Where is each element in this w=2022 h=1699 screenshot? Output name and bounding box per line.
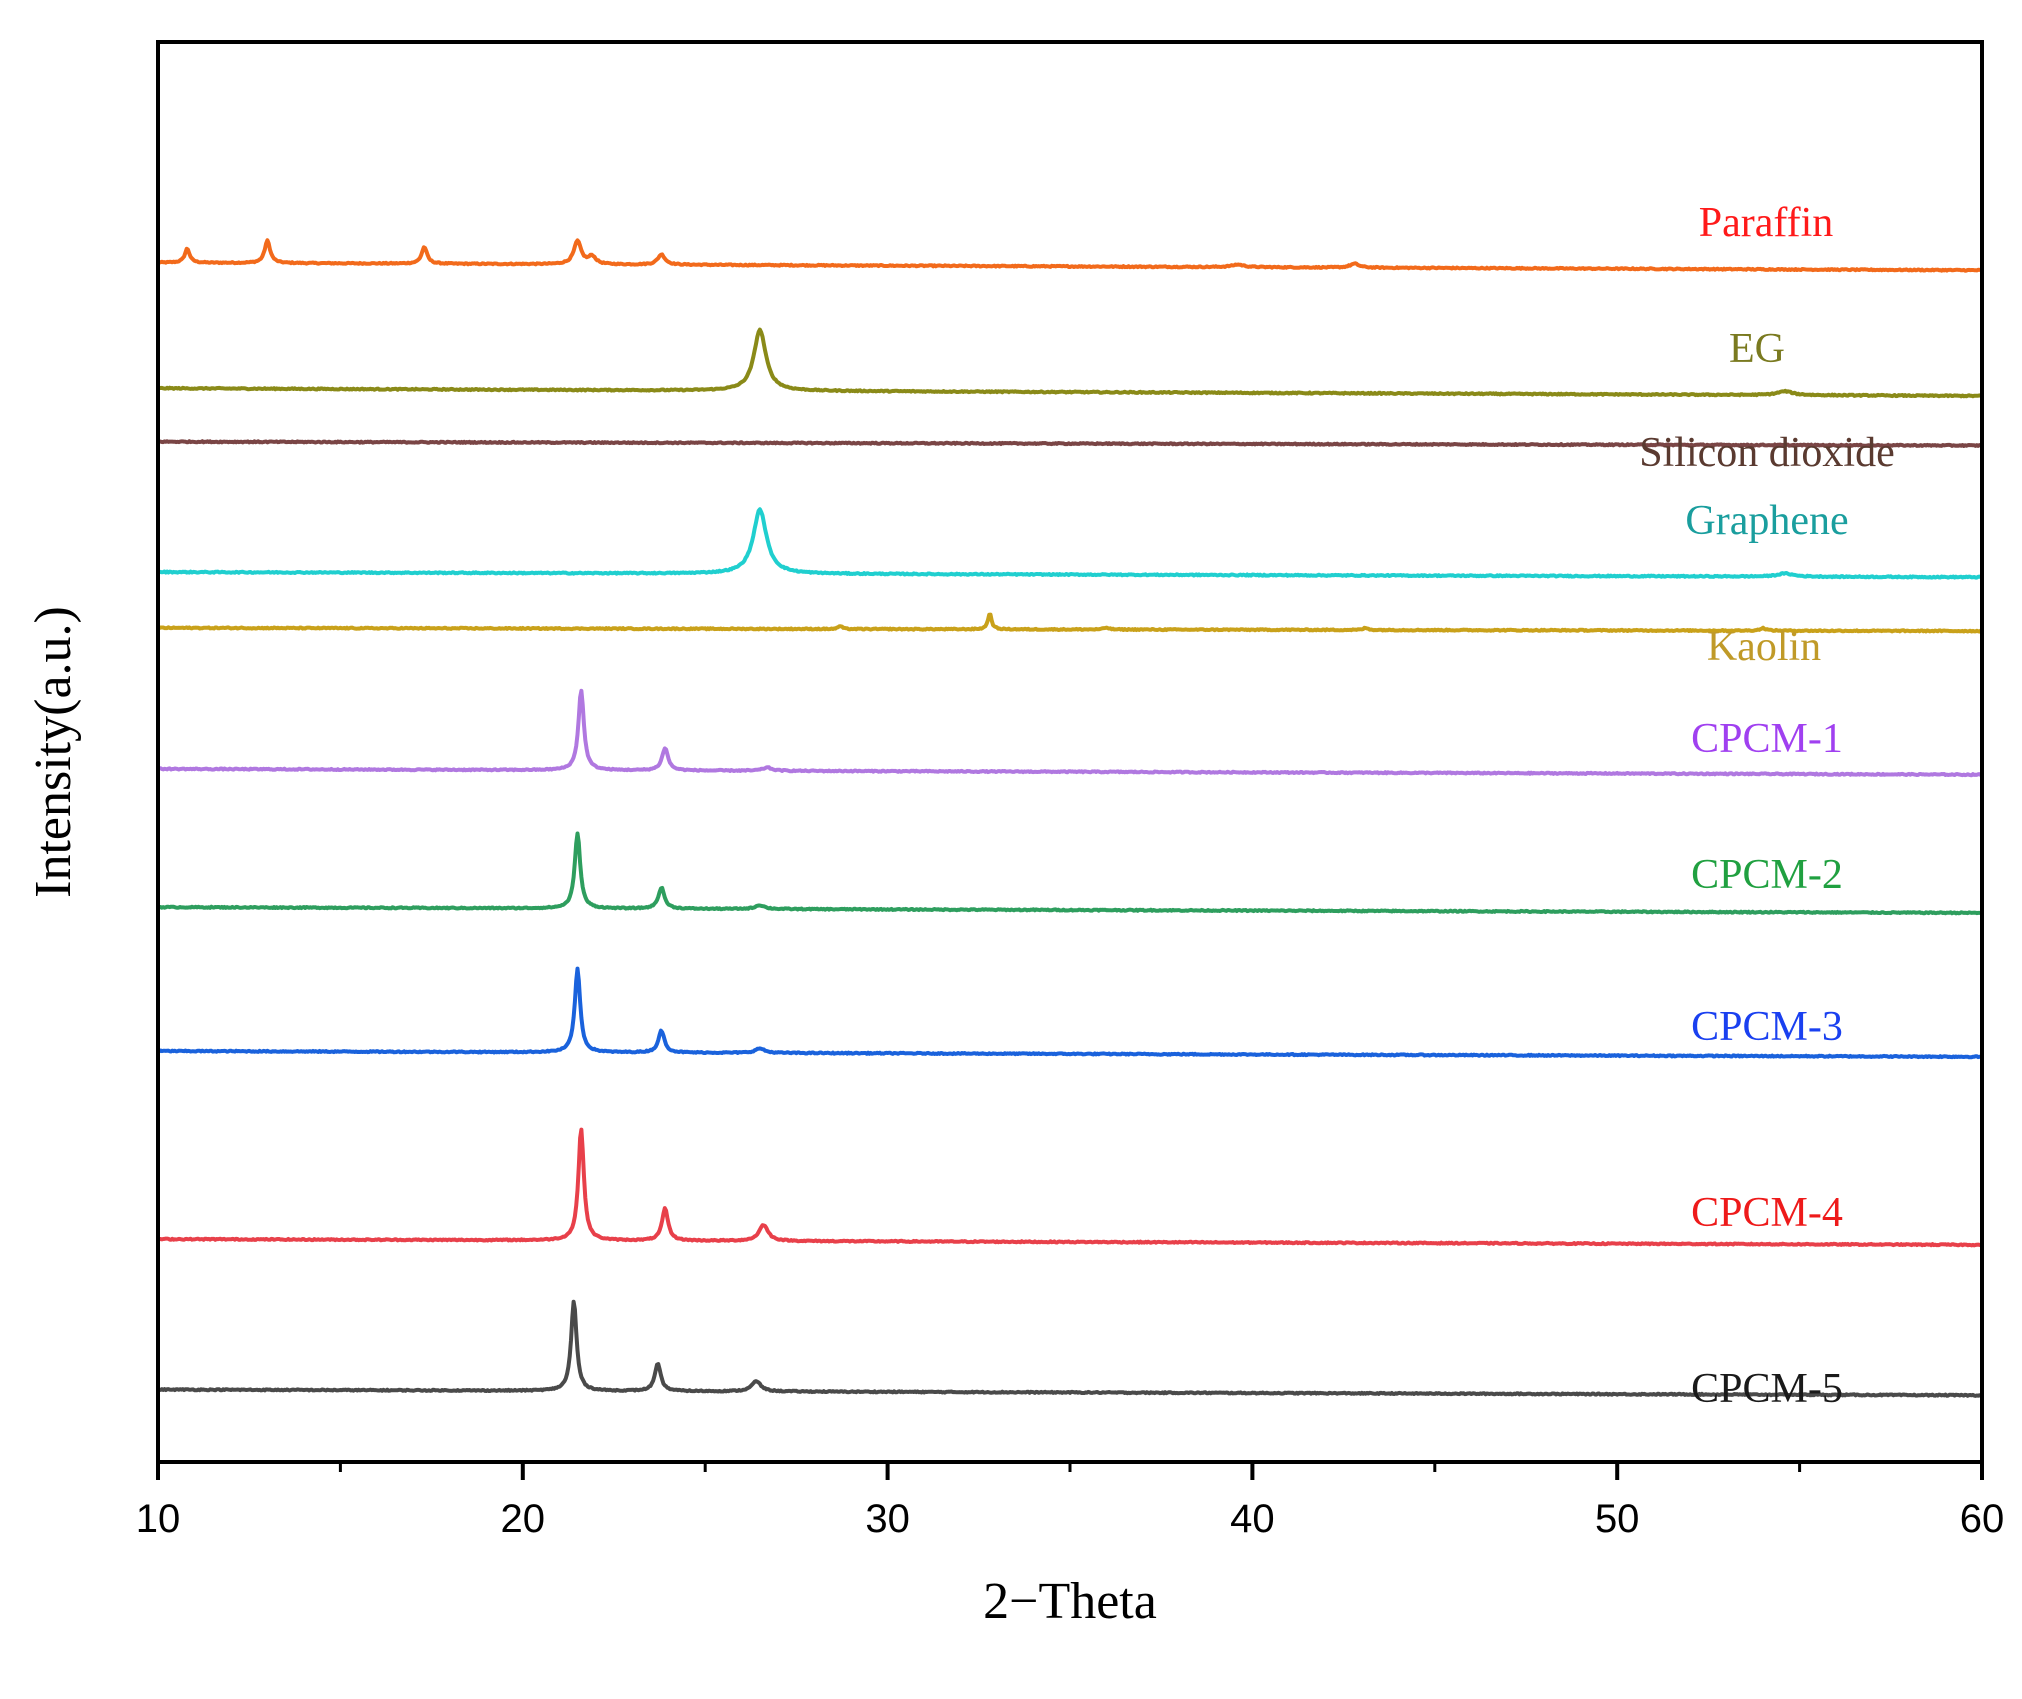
series-line-graphene xyxy=(156,507,1983,580)
series-label-cpcm-4: CPCM-4 xyxy=(1691,1190,1843,1236)
series-line-cpcm-4 xyxy=(157,1127,1984,1248)
series-line-eg xyxy=(157,327,1983,399)
series-label-eg: EG xyxy=(1729,326,1785,372)
x-tick-label: 40 xyxy=(1230,1497,1275,1541)
series-label-silicon-dioxide: Silicon dioxide xyxy=(1639,430,1895,476)
series-line-cpcm-2 xyxy=(157,831,1983,916)
series-line-kaolin xyxy=(157,612,1983,634)
series-line-cpcm-3 xyxy=(157,966,1983,1060)
series-label-cpcm-1: CPCM-1 xyxy=(1691,716,1843,762)
x-tick-layer: 10 20 30 40 50 60 xyxy=(136,1462,2005,1541)
series-label-layer: Paraffin EG Silicon dioxide Graphene Kaolin C… xyxy=(1639,200,1895,1412)
series-label-paraffin: Paraffin xyxy=(1699,200,1834,246)
y-axis-title: Intensity(a.u.) xyxy=(25,606,82,898)
series-label-graphene: Graphene xyxy=(1685,498,1848,544)
x-axis-title: 2−Theta xyxy=(983,1573,1157,1630)
x-tick-label: 30 xyxy=(865,1497,910,1541)
x-tick-label: 20 xyxy=(501,1497,546,1541)
x-tick-label: 50 xyxy=(1595,1497,1640,1541)
series-label-cpcm-2: CPCM-2 xyxy=(1691,852,1843,898)
series-label-kaolin: Kaolin xyxy=(1707,624,1821,670)
series-line-cpcm-1 xyxy=(157,688,1983,778)
series-line-paraffin xyxy=(157,238,1983,273)
x-tick-label: 60 xyxy=(1960,1497,2005,1541)
series-label-cpcm-3: CPCM-3 xyxy=(1691,1004,1843,1050)
series-layer xyxy=(156,238,1984,1398)
series-line-cpcm-5 xyxy=(157,1299,1983,1398)
series-label-cpcm-5: CPCM-5 xyxy=(1691,1366,1843,1412)
series-line-silicon-dioxide xyxy=(157,439,1983,448)
x-tick-label: 10 xyxy=(136,1497,181,1541)
